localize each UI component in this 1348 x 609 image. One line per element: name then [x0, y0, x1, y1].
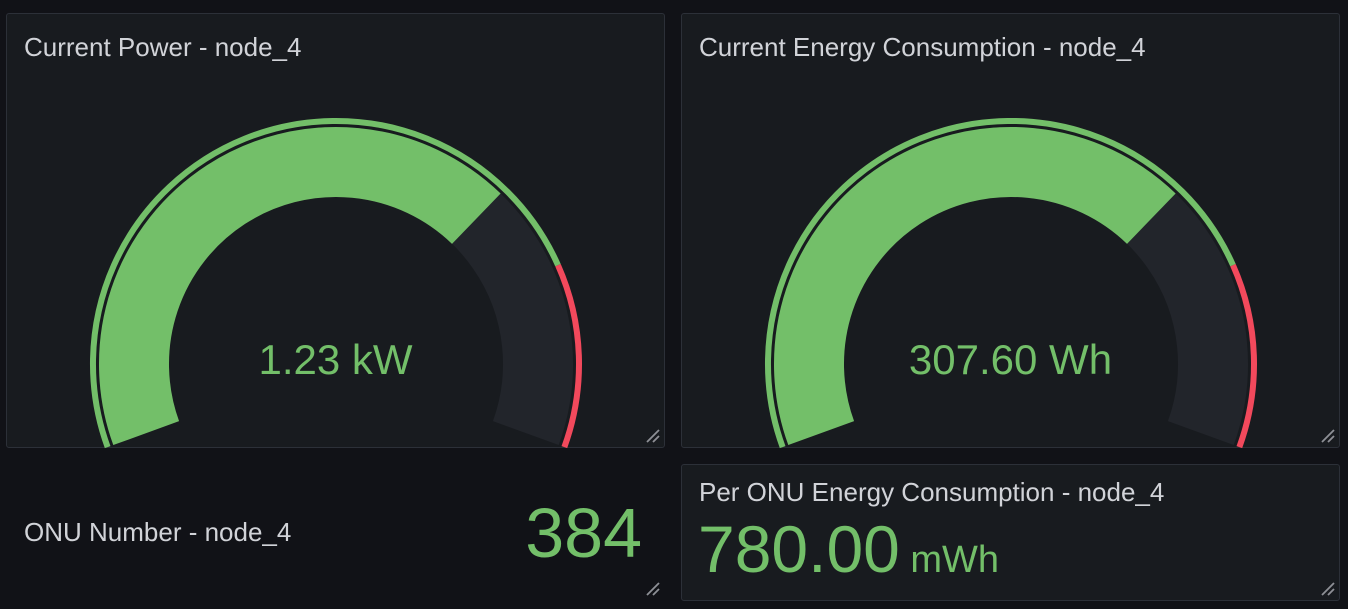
gauge-value: 1.23 kW [7, 336, 664, 384]
gauge-fill [809, 162, 1151, 433]
resize-handle-icon[interactable] [1317, 578, 1335, 596]
onu-number-panel[interactable]: ONU Number - node_4 384 [6, 464, 665, 601]
per-onu-energy-panel[interactable]: Per ONU Energy Consumption - node_4 780.… [681, 464, 1340, 601]
resize-handle-icon[interactable] [642, 578, 660, 596]
current-power-panel[interactable]: Current Power - node_4 1.23 kW [6, 13, 665, 448]
resize-handle-icon[interactable] [1317, 425, 1335, 443]
current-energy-panel[interactable]: Current Energy Consumption - node_4 307.… [681, 13, 1340, 448]
stat-unit: mWh [910, 539, 999, 581]
stat-value: 384 [525, 493, 642, 573]
gauge-value: 307.60 Wh [682, 336, 1339, 384]
resize-handle-icon[interactable] [642, 425, 660, 443]
stat-value: 780.00 mWh [698, 511, 999, 606]
panel-title[interactable]: Per ONU Energy Consumption - node_4 [699, 477, 1164, 507]
stat-title[interactable]: ONU Number - node_4 [24, 517, 291, 547]
stat-number: 780.00 [698, 512, 900, 586]
gauge-fill [134, 162, 476, 433]
